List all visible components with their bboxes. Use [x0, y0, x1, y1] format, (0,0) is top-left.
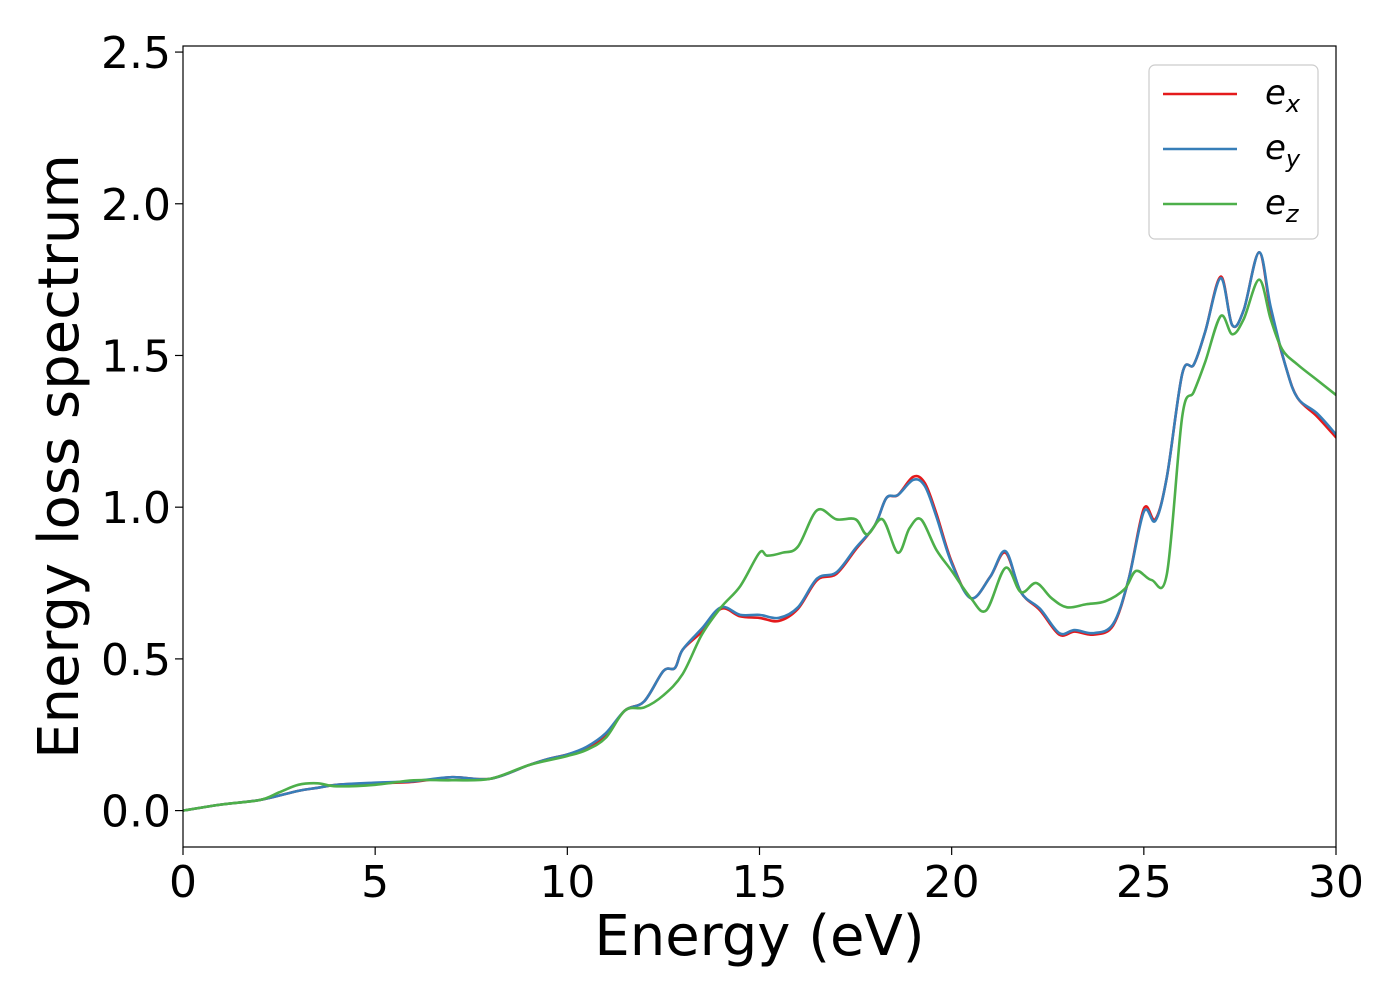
- y-tick-label: 0.0: [101, 787, 171, 838]
- y-axis-title: Energy loss spectrum: [27, 154, 92, 759]
- legend-label-subscript: z: [1285, 200, 1300, 228]
- legend-label-main: e: [1265, 183, 1286, 223]
- series-layer: [183, 251, 1336, 812]
- legend-label-subscript: y: [1285, 145, 1301, 173]
- ticks-layer: 0 5 10 15 20 25 30 0.0 0.5 1.0 1.5 2.0 2.5: [101, 28, 1364, 908]
- x-tick-label: 20: [924, 857, 980, 908]
- legend-label-main: e: [1265, 128, 1286, 168]
- x-axis-title: Energy (eV): [594, 904, 924, 969]
- legend-label-x: ex: [1265, 73, 1301, 118]
- x-tick-label: 5: [361, 857, 389, 908]
- legend-label-main: e: [1265, 73, 1286, 113]
- x-tick-label: 10: [539, 857, 595, 908]
- x-tick-label: 15: [732, 857, 788, 908]
- y-tick-label: 0.5: [101, 635, 171, 686]
- x-tick-label: 30: [1308, 857, 1364, 908]
- series-line-z: [183, 278, 1336, 812]
- x-tick-label: 0: [169, 857, 197, 908]
- legend-label-subscript: x: [1285, 90, 1301, 118]
- y-tick-label: 1.0: [101, 483, 171, 534]
- legend-label-y: ey: [1265, 128, 1301, 173]
- y-tick-label: 2.0: [101, 180, 171, 231]
- x-tick-label: 25: [1116, 857, 1172, 908]
- legend-box: [1148, 64, 1319, 240]
- legend-label-z: ez: [1265, 183, 1300, 228]
- y-tick-label: 2.5: [101, 28, 171, 79]
- y-tick-label: 1.5: [101, 331, 171, 382]
